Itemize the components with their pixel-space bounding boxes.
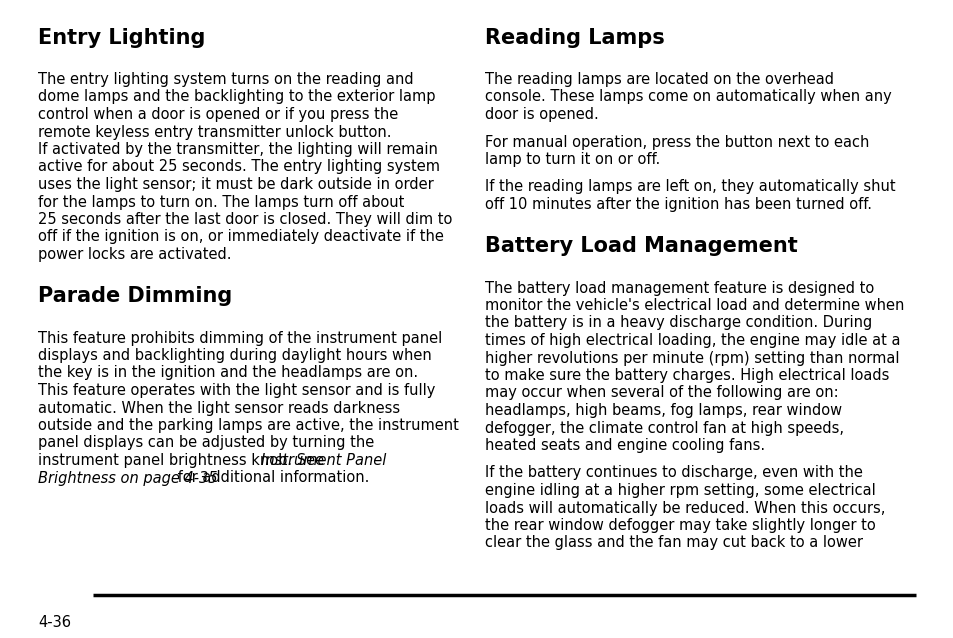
- Text: heated seats and engine cooling fans.: heated seats and engine cooling fans.: [484, 438, 764, 453]
- Text: lamp to turn it on or off.: lamp to turn it on or off.: [484, 152, 659, 167]
- Text: power locks are activated.: power locks are activated.: [38, 247, 232, 262]
- Text: remote keyless entry transmitter unlock button.: remote keyless entry transmitter unlock …: [38, 124, 391, 140]
- Text: higher revolutions per minute (rpm) setting than normal: higher revolutions per minute (rpm) sett…: [484, 350, 899, 366]
- Text: If activated by the transmitter, the lighting will remain: If activated by the transmitter, the lig…: [38, 142, 437, 157]
- Text: If the battery continues to discharge, even with the: If the battery continues to discharge, e…: [484, 466, 862, 480]
- Text: active for about 25 seconds. The entry lighting system: active for about 25 seconds. The entry l…: [38, 160, 439, 175]
- Text: the rear window defogger may take slightly longer to: the rear window defogger may take slight…: [484, 518, 875, 533]
- Text: panel displays can be adjusted by turning the: panel displays can be adjusted by turnin…: [38, 436, 374, 450]
- Text: The battery load management feature is designed to: The battery load management feature is d…: [484, 281, 873, 295]
- Text: for additional information.: for additional information.: [173, 470, 369, 486]
- Text: loads will automatically be reduced. When this occurs,: loads will automatically be reduced. Whe…: [484, 500, 884, 516]
- Text: Parade Dimming: Parade Dimming: [38, 286, 232, 306]
- Text: If the reading lamps are left on, they automatically shut: If the reading lamps are left on, they a…: [484, 179, 895, 195]
- Text: This feature prohibits dimming of the instrument panel: This feature prohibits dimming of the in…: [38, 330, 442, 346]
- Text: defogger, the climate control fan at high speeds,: defogger, the climate control fan at hig…: [484, 420, 843, 436]
- Text: monitor the vehicle's electrical load and determine when: monitor the vehicle's electrical load an…: [484, 298, 903, 313]
- Text: Instrument Panel: Instrument Panel: [261, 453, 386, 468]
- Text: automatic. When the light sensor reads darkness: automatic. When the light sensor reads d…: [38, 401, 399, 415]
- Text: engine idling at a higher rpm setting, some electrical: engine idling at a higher rpm setting, s…: [484, 483, 875, 498]
- Text: 25 seconds after the last door is closed. They will dim to: 25 seconds after the last door is closed…: [38, 212, 452, 227]
- Text: off 10 minutes after the ignition has been turned off.: off 10 minutes after the ignition has be…: [484, 197, 871, 212]
- Text: the key is in the ignition and the headlamps are on.: the key is in the ignition and the headl…: [38, 366, 417, 380]
- Text: to make sure the battery charges. High electrical loads: to make sure the battery charges. High e…: [484, 368, 888, 383]
- Text: The reading lamps are located on the overhead: The reading lamps are located on the ove…: [484, 72, 833, 87]
- Text: console. These lamps come on automatically when any: console. These lamps come on automatical…: [484, 89, 891, 105]
- Text: Brightness on page 4‑35: Brightness on page 4‑35: [38, 470, 217, 486]
- Text: off if the ignition is on, or immediately deactivate if the: off if the ignition is on, or immediatel…: [38, 230, 443, 244]
- Text: may occur when several of the following are on:: may occur when several of the following …: [484, 385, 838, 401]
- Text: headlamps, high beams, fog lamps, rear window: headlamps, high beams, fog lamps, rear w…: [484, 403, 841, 418]
- Text: for the lamps to turn on. The lamps turn off about: for the lamps to turn on. The lamps turn…: [38, 195, 404, 209]
- Text: displays and backlighting during daylight hours when: displays and backlighting during dayligh…: [38, 348, 432, 363]
- Text: The entry lighting system turns on the reading and: The entry lighting system turns on the r…: [38, 72, 414, 87]
- Text: For manual operation, press the button next to each: For manual operation, press the button n…: [484, 135, 868, 149]
- Text: control when a door is opened or if you press the: control when a door is opened or if you …: [38, 107, 397, 122]
- Text: Entry Lighting: Entry Lighting: [38, 28, 205, 48]
- Text: Battery Load Management: Battery Load Management: [484, 237, 797, 256]
- Text: This feature operates with the light sensor and is fully: This feature operates with the light sen…: [38, 383, 435, 398]
- Text: clear the glass and the fan may cut back to a lower: clear the glass and the fan may cut back…: [484, 535, 862, 551]
- Text: dome lamps and the backlighting to the exterior lamp: dome lamps and the backlighting to the e…: [38, 89, 435, 105]
- Text: times of high electrical loading, the engine may idle at a: times of high electrical loading, the en…: [484, 333, 900, 348]
- Text: instrument panel brightness knob. See: instrument panel brightness knob. See: [38, 453, 329, 468]
- Text: the battery is in a heavy discharge condition. During: the battery is in a heavy discharge cond…: [484, 316, 871, 330]
- Text: door is opened.: door is opened.: [484, 107, 598, 122]
- Text: uses the light sensor; it must be dark outside in order: uses the light sensor; it must be dark o…: [38, 177, 434, 192]
- Text: outside and the parking lamps are active, the instrument: outside and the parking lamps are active…: [38, 418, 458, 433]
- Text: Reading Lamps: Reading Lamps: [484, 28, 664, 48]
- Text: 4-36: 4-36: [38, 615, 71, 630]
